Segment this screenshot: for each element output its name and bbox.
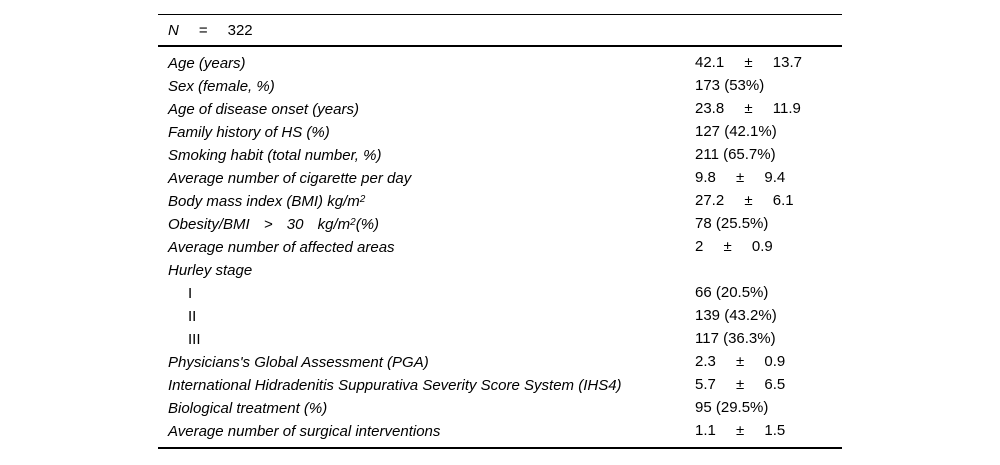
row-label: Age (years) — [158, 50, 695, 75]
table-body: Age (years) 42.1 ± 13.7 Sex (female, %) 173… — [158, 47, 842, 449]
n-value: 322 — [227, 21, 253, 39]
table-row: Biological treatment (%) 95 (29.5%) — [158, 396, 842, 419]
row-label: Body mass index (BMI) kg/m2 — [158, 188, 695, 213]
row-value: 117 (36.3%) — [695, 330, 776, 347]
table-row: Physicians's Global Assessment (PGA) 2.3 … — [158, 350, 842, 373]
row-label: III — [158, 326, 695, 351]
row-label: Physicians's Global Assessment (PGA) — [158, 349, 695, 374]
row-value: 9.8 ± 9.4 — [695, 169, 786, 186]
row-label-text: Physicians's Global Assessment (PGA) — [168, 354, 429, 371]
row-label-text: Age (years) — [168, 55, 246, 72]
row-label: International Hidradenitis Suppurativa S… — [158, 372, 695, 397]
row-label: Sex (female, %) — [158, 73, 695, 98]
table-row: Sex (female, %) 173 (53%) — [158, 74, 842, 97]
row-label-text: Average number of affected areas — [168, 239, 395, 256]
row-label-text: Smoking habit (total number, %) — [168, 147, 382, 164]
row-label-text: Family history of HS (%) — [168, 124, 330, 141]
equals-sign: = — [198, 21, 208, 39]
row-label: Hurley stage — [158, 257, 695, 282]
row-label-text: Sex (female, %) — [168, 78, 275, 95]
row-label: Biological treatment (%) — [158, 395, 695, 420]
row-label: Smoking habit (total number, %) — [158, 142, 695, 167]
row-label: Age of disease onset (years) — [158, 96, 695, 121]
row-value: 66 (20.5%) — [695, 284, 769, 301]
row-label-text: I — [188, 285, 193, 302]
row-value: 2.3 ± 0.9 — [695, 353, 786, 370]
table-row: Body mass index (BMI) kg/m2 27.2 ± 6.1 — [158, 189, 842, 212]
row-value: 139 (43.2%) — [695, 307, 777, 324]
row-label: Family history of HS (%) — [158, 119, 695, 144]
table-row: III 117 (36.3%) — [158, 327, 842, 350]
row-label-text: Body mass index (BMI) kg/m — [168, 193, 360, 210]
row-label-text: International Hidradenitis Suppurativa S… — [168, 377, 622, 394]
table-row: Hurley stage — [158, 258, 842, 281]
row-value: 127 (42.1%) — [695, 123, 777, 140]
table-row: I 66 (20.5%) — [158, 281, 842, 304]
row-value: 211 (65.7%) — [695, 146, 776, 163]
row-value: 5.7 ± 6.5 — [695, 376, 786, 393]
table-row: Family history of HS (%) 127 (42.1%) — [158, 120, 842, 143]
table-row: International Hidradenitis Suppurativa S… — [158, 373, 842, 396]
row-label: I — [158, 280, 695, 305]
row-label: Obesity/BMI > 30 kg/m2(%) — [158, 211, 695, 236]
row-label-text: Age of disease onset (years) — [168, 101, 359, 118]
table-row: Average number of cigarette per day 9.8 ±… — [158, 166, 842, 189]
row-value: 95 (29.5%) — [695, 399, 769, 416]
row-label-text: Obesity/BMI > 30 kg/m — [168, 216, 351, 233]
row-label-superscript: 2 — [350, 217, 356, 228]
table-row: II 139 (43.2%) — [158, 304, 842, 327]
row-label: Average number of surgical interventions — [158, 418, 695, 443]
row-value: 2 ± 0.9 — [695, 238, 773, 255]
patient-characteristics-table: N = 322 Age (years) 42.1 ± 13.7 Sex (femal… — [158, 14, 842, 449]
row-label-text: Average number of cigarette per day — [168, 170, 412, 187]
row-value: 42.1 ± 13.7 — [695, 54, 802, 71]
row-label: II — [158, 303, 695, 328]
row-value: 1.1 ± 1.5 — [695, 422, 786, 439]
row-value: 173 (53%) — [695, 77, 765, 94]
row-value: 27.2 ± 6.1 — [695, 192, 794, 209]
row-label: Average number of affected areas — [158, 234, 695, 259]
table-row: Average number of affected areas 2 ± 0.9 — [158, 235, 842, 258]
table-header-row: N = 322 — [158, 14, 842, 47]
n-label: N — [168, 21, 179, 39]
row-label-superscript: 2 — [359, 194, 366, 205]
row-label-text: Hurley stage — [168, 262, 253, 279]
table-row: Obesity/BMI > 30 kg/m2(%) 78 (25.5%) — [158, 212, 842, 235]
row-label-text: II — [188, 308, 197, 325]
row-label: Average number of cigarette per day — [158, 165, 695, 190]
row-label-text: Biological treatment (%) — [168, 400, 328, 417]
table-row: Age (years) 42.1 ± 13.7 — [158, 51, 842, 74]
row-label-tail: (%) — [355, 216, 380, 233]
table-row: Smoking habit (total number, %) 211 (65.7… — [158, 143, 842, 166]
row-value: 23.8 ± 11.9 — [695, 100, 801, 117]
row-label-text: III — [188, 331, 201, 348]
row-value: 78 (25.5%) — [695, 215, 769, 232]
row-label-text: Average number of surgical interventions — [168, 423, 441, 440]
table-row: Average number of surgical interventions… — [158, 419, 842, 442]
table-row: Age of disease onset (years) 23.8 ± 11.9 — [158, 97, 842, 120]
